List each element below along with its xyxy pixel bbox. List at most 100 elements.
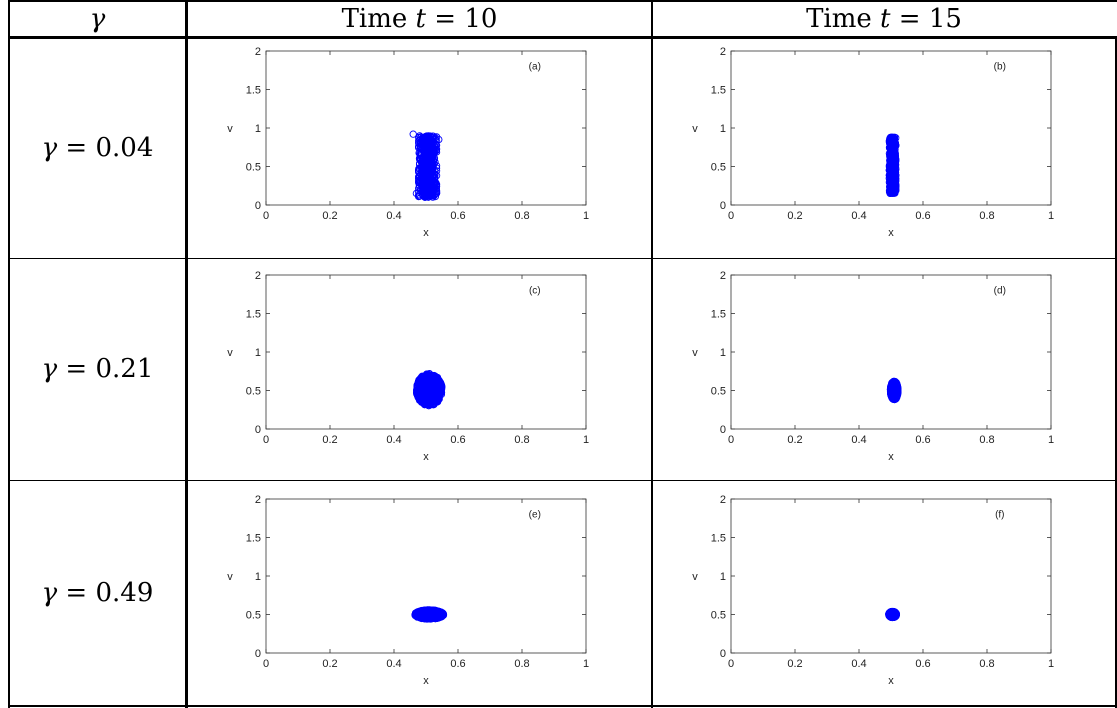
- x-axis-label: x: [888, 451, 894, 463]
- data-point: [888, 181, 897, 190]
- data-point: [421, 171, 429, 180]
- y-axis-label: v: [692, 347, 698, 359]
- x-tick-label: 0.8: [514, 210, 529, 222]
- row-label-2-value: = 0.21: [57, 354, 154, 384]
- y-tick-label: 0: [720, 200, 726, 212]
- x-tick-label: 0: [728, 434, 734, 446]
- data-point: [425, 401, 433, 410]
- header-time-10-var: t: [415, 4, 426, 34]
- x-tick-label: 0.6: [915, 658, 930, 670]
- y-tick-label: 1: [720, 571, 726, 583]
- y-tick-label: 0.5: [711, 162, 726, 174]
- x-axis-label: x: [888, 227, 894, 239]
- x-tick-label: 1: [1048, 658, 1054, 670]
- data-point: [886, 610, 894, 618]
- plot-frame: [265, 498, 587, 654]
- row-label-1-value: = 0.04: [57, 133, 154, 163]
- y-tick-label: 0.5: [711, 386, 726, 398]
- y-tick-label: 0: [720, 424, 726, 436]
- scatter-panel-d: 0 0.2 0.4 0.6 0.8 1 0 0.5 1 1.5 2 x v (d): [692, 270, 1054, 463]
- y-axis-label: v: [692, 123, 698, 135]
- data-point: [420, 169, 429, 177]
- panel-label: (b): [994, 61, 1006, 72]
- data-point: [890, 164, 898, 172]
- data-point: [412, 189, 421, 198]
- data-point: [416, 156, 425, 164]
- header-gamma-symbol: γ: [89, 4, 106, 34]
- row-label-3-var: γ: [41, 578, 58, 608]
- x-tick-label: 0.8: [979, 434, 994, 446]
- data-point: [891, 383, 899, 391]
- x-tick-label: 0.4: [851, 434, 866, 446]
- x-tick-label: 1: [583, 434, 589, 446]
- y-tick-label: 0: [255, 424, 261, 436]
- data-point: [435, 135, 443, 144]
- data-point: [889, 143, 898, 152]
- data-point: [889, 139, 897, 148]
- y-axis-label: v: [227, 123, 233, 135]
- data-point: [432, 145, 441, 153]
- x-tick-label: 0.6: [915, 434, 930, 446]
- data-point: [427, 397, 435, 406]
- x-tick-label: 1: [1048, 434, 1054, 446]
- y-tick-label: 1.5: [711, 533, 726, 545]
- y-tick-label: 1: [720, 347, 726, 359]
- header-time-10-prefix: Time: [341, 4, 416, 34]
- data-point: [418, 610, 427, 618]
- y-tick-label: 1: [255, 123, 261, 135]
- y-tick-label: 1.5: [246, 85, 261, 97]
- y-axis-label: v: [227, 347, 233, 359]
- x-tick-label: 0.2: [322, 210, 337, 222]
- header-time-15-var: t: [880, 4, 891, 34]
- data-point: [431, 185, 440, 194]
- y-tick-label: 0: [255, 200, 261, 212]
- y-tick-label: 0.5: [246, 610, 261, 622]
- x-tick-label: 0: [728, 210, 734, 222]
- y-tick-label: 2: [720, 46, 726, 58]
- row-label-2: γ = 0.21: [10, 259, 185, 480]
- data-point: [426, 610, 435, 618]
- data-point: [419, 154, 427, 162]
- data-point: [429, 132, 438, 140]
- plot-frame: [730, 274, 1052, 430]
- data-point: [436, 381, 444, 389]
- data-point: [431, 374, 439, 382]
- x-tick-label: 0.8: [514, 658, 529, 670]
- data-point: [427, 162, 435, 170]
- data-point: [418, 161, 426, 170]
- data-point: [426, 158, 434, 166]
- y-tick-label: 1.5: [246, 309, 261, 321]
- data-point: [413, 383, 421, 392]
- y-tick-label: 1.5: [711, 309, 726, 321]
- panel-label: (f): [995, 509, 1004, 520]
- y-tick-label: 2: [255, 46, 261, 58]
- data-point: [416, 132, 424, 140]
- data-point: [423, 385, 431, 394]
- data-point: [420, 395, 428, 404]
- row-label-1: γ = 0.04: [10, 39, 185, 258]
- y-tick-label: 1: [255, 347, 261, 359]
- x-tick-label: 0.8: [979, 658, 994, 670]
- table-left-border: [8, 0, 10, 708]
- panel-label: (a): [529, 61, 541, 72]
- data-point: [432, 611, 440, 619]
- row-label-1-var: γ: [41, 133, 58, 163]
- table-header-rule: [8, 36, 1117, 39]
- x-tick-label: 0.4: [851, 658, 866, 670]
- y-tick-label: 0.5: [246, 162, 261, 174]
- data-point: [888, 135, 897, 144]
- x-tick-label: 0.6: [450, 434, 465, 446]
- table-bottom-border: [8, 705, 1117, 707]
- data-point: [420, 375, 428, 383]
- scatter-panel-e: 0 0.2 0.4 0.6 0.8 1 0 0.5 1 1.5 2 x v (e): [227, 494, 589, 687]
- data-point: [429, 171, 438, 180]
- data-point: [886, 175, 895, 183]
- x-tick-label: 0.4: [386, 434, 401, 446]
- table-col-rule-1: [185, 0, 188, 708]
- data-point: [414, 611, 422, 620]
- data-point: [426, 381, 435, 389]
- plot-frame: [730, 498, 1052, 654]
- data-point: [887, 384, 895, 392]
- table-row-rule-1: [8, 258, 1117, 259]
